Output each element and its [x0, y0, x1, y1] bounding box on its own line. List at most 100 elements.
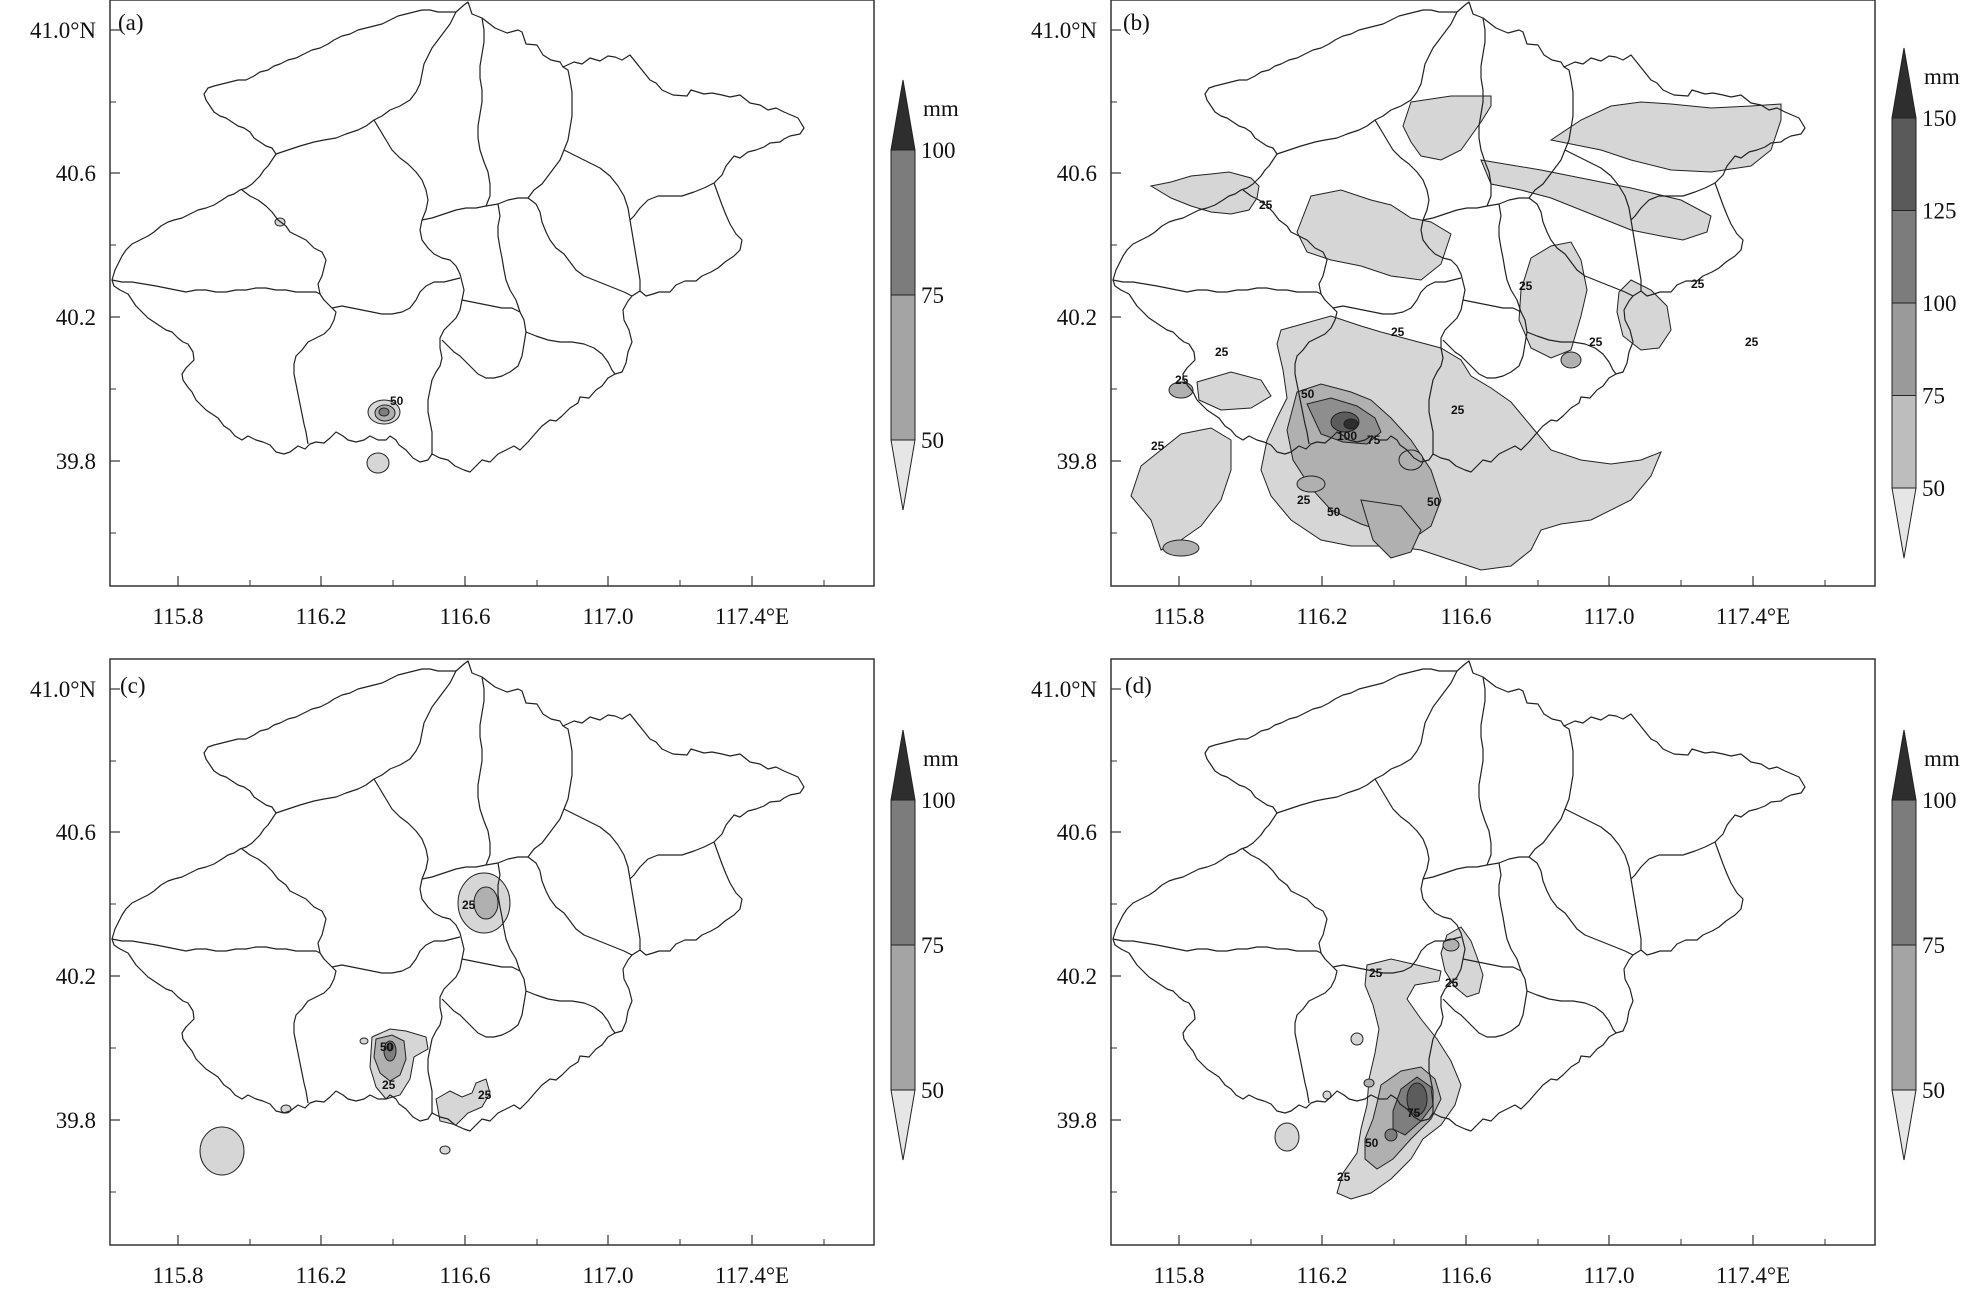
contour-b-18 — [1296, 475, 1326, 493]
x-tick-label: 115.8 — [153, 604, 204, 629]
contour-b-8 — [1130, 427, 1232, 551]
y-tick-label: 40.2 — [1057, 305, 1097, 330]
contour-label: 25 — [462, 898, 476, 912]
contour-label: 25 — [1215, 345, 1229, 359]
contour-label: 25 — [1589, 335, 1603, 349]
panel-b-contours: 25 25 25 25 25 25 25 25 25 50 50 50 75 1… — [1130, 95, 1782, 571]
colorbar-band — [890, 149, 916, 296]
colorbar-d: mm 100 75 50 — [1891, 729, 1960, 1161]
panel-label: (d) — [1125, 673, 1152, 698]
colorbar-top-triangle — [890, 79, 916, 151]
axes-layer: 41.0°N 40.6 40.2 39.8 115.8 116.2 116.6 117.0 11… — [30, 18, 1960, 1288]
contour-b-2 — [1296, 189, 1452, 281]
panel-a-contours: 50 — [274, 217, 404, 474]
contour-label: 25 — [1175, 373, 1189, 387]
x-tick-label: 116.6 — [1441, 1263, 1492, 1288]
x-tick-label: 116.2 — [296, 604, 347, 629]
colorbar-level-label: 50 — [1922, 1078, 1945, 1103]
panel-label: (b) — [1123, 10, 1150, 35]
contour-label: 25 — [1337, 1170, 1351, 1184]
contour-b-6 — [1518, 241, 1588, 359]
colorbar-top-triangle — [1891, 729, 1917, 801]
colorbar-band — [890, 799, 916, 946]
colorbar-unit: mm — [1924, 746, 1960, 771]
colorbar-top-triangle — [890, 729, 916, 801]
contour-label: 50 — [1327, 505, 1341, 519]
contour-b-16 — [1398, 449, 1424, 471]
panel-frame — [109, 0, 875, 587]
colorbar-level-label: 75 — [921, 933, 944, 958]
panel-c: 25 50 25 25 (c) — [109, 658, 875, 1246]
y-tick-label: 41.0°N — [30, 18, 96, 43]
colorbar-band — [1891, 395, 1917, 489]
contour-label: 25 — [382, 1078, 396, 1092]
contour-label: 25 — [1151, 439, 1165, 453]
colorbar-b: mm 150 125 100 75 50 — [1891, 47, 1960, 559]
district-boundaries — [111, 660, 805, 1132]
contour-b-20 — [1560, 351, 1582, 369]
x-tick-label: 115.8 — [1154, 1263, 1205, 1288]
district-boundaries — [111, 1, 805, 473]
panel-d: 25 25 25 50 75 (d) — [1110, 658, 1876, 1246]
contour-b-14 — [1343, 418, 1359, 430]
y-tick-label: 41.0°N — [1031, 18, 1097, 43]
contour-b-4 — [1480, 159, 1712, 241]
y-tick-label: 40.6 — [56, 161, 96, 186]
contour-label: 25 — [1519, 279, 1533, 293]
contour-a-4 — [366, 452, 390, 474]
contour-b-15 — [1168, 381, 1194, 399]
contour-d-8 — [1350, 1032, 1364, 1046]
x-tick-label: 117.0 — [1584, 1263, 1635, 1288]
y-tick-label: 39.8 — [56, 1108, 96, 1133]
colorbar-bottom-triangle — [890, 1089, 916, 1161]
contour-a-3 — [378, 407, 390, 417]
panel-d-contours: 25 25 25 50 75 — [1274, 926, 1484, 1200]
x-tick-label: 115.8 — [1154, 604, 1205, 629]
colorbar-level-label: 100 — [1922, 788, 1957, 813]
contour-label: 25 — [1745, 335, 1759, 349]
contour-label: 25 — [1391, 325, 1405, 339]
colorbar-band — [1891, 117, 1917, 211]
x-tick-label: 116.2 — [1297, 1263, 1348, 1288]
contour-label: 100 — [1337, 429, 1357, 443]
contour-d-7 — [1384, 1128, 1398, 1142]
panel-a: 50 (a) — [109, 0, 875, 587]
y-tick-label: 39.8 — [1057, 449, 1097, 474]
contour-d-11 — [1363, 1078, 1375, 1088]
x-tick-label: 117.0 — [583, 1263, 634, 1288]
y-tick-label: 39.8 — [1057, 1108, 1097, 1133]
contour-label: 50 — [380, 1040, 394, 1054]
colorbar-bottom-triangle — [1891, 487, 1917, 559]
contour-b-5 — [1549, 101, 1782, 173]
x-tick-label: 116.6 — [440, 1263, 491, 1288]
x-tick-label: 117.0 — [1584, 604, 1635, 629]
contour-c-9 — [359, 1037, 369, 1045]
x-tick-label: 117.4°E — [715, 604, 789, 629]
x-tick-label: 115.8 — [153, 1263, 204, 1288]
contour-c-11 — [439, 1145, 451, 1155]
contour-label: 50 — [1365, 1136, 1379, 1150]
colorbar-level-label: 50 — [1922, 476, 1945, 501]
contour-d-10 — [1274, 1122, 1300, 1152]
colorbar-level-label: 50 — [921, 1078, 944, 1103]
panel-frame — [109, 658, 875, 1246]
colorbar-band — [890, 944, 916, 1091]
contour-d-6 — [1406, 1082, 1428, 1116]
panel-label: (a) — [118, 10, 144, 35]
colorbar-level-label: 100 — [1922, 291, 1957, 316]
y-tick-label: 40.6 — [56, 820, 96, 845]
contour-label: 25 — [1451, 403, 1465, 417]
colorbar-level-label: 125 — [1922, 199, 1957, 224]
contour-label: 50 — [390, 394, 404, 408]
contour-d-9 — [1322, 1090, 1332, 1100]
x-tick-label: 116.2 — [1297, 604, 1348, 629]
contour-b-9 — [1196, 371, 1272, 411]
contour-label: 25 — [1369, 966, 1383, 980]
panel-frame — [1110, 658, 1876, 1246]
contour-label: 50 — [1427, 495, 1441, 509]
colorbar-c: mm 100 75 50 — [890, 729, 959, 1161]
contour-label: 25 — [1297, 493, 1311, 507]
colorbar-bottom-triangle — [890, 439, 916, 511]
panel-b: 25 25 25 25 25 25 25 25 25 50 50 50 75 1… — [1110, 0, 1876, 587]
